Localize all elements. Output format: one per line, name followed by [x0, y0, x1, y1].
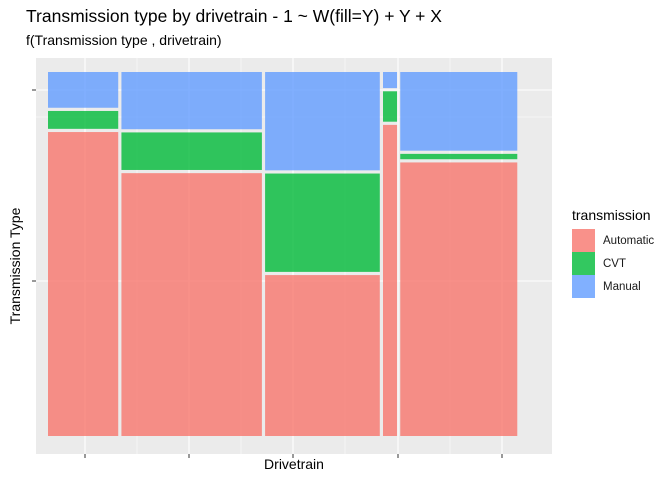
mosaic-tile-cvt — [121, 132, 262, 170]
mosaic-tile-automatic — [265, 275, 380, 436]
legend-label: CVT — [603, 257, 626, 270]
mosaic-tile-automatic — [383, 124, 398, 436]
y-axis-label: Transmission Type — [7, 207, 23, 325]
chart-subtitle: f(Transmission type , drivetrain) — [26, 32, 222, 48]
mosaic-tile-cvt — [265, 173, 380, 272]
legend-title: transmission — [572, 207, 651, 223]
legend-item-manual: Manual — [572, 275, 654, 298]
mosaic-tile-cvt — [400, 153, 518, 160]
mosaic-tile-cvt — [48, 110, 119, 129]
legend: transmission Automatic CVT Manual — [572, 207, 654, 298]
mosaic-tile-manual — [121, 72, 262, 130]
legend-item-cvt: CVT — [572, 252, 654, 275]
mosaic-tiles — [48, 72, 518, 437]
chart-title: Transmission type by drivetrain - 1 ~ W(… — [26, 6, 442, 26]
mosaic-tile-manual — [400, 72, 518, 151]
mosaic-tile-cvt — [383, 91, 398, 122]
mosaic-tile-manual — [48, 72, 119, 108]
mosaic-tile-automatic — [400, 162, 518, 436]
x-axis-label: Drivetrain — [264, 456, 324, 472]
legend-label: Manual — [603, 280, 641, 293]
mosaic-tile-manual — [383, 72, 398, 89]
legend-swatch — [572, 252, 595, 275]
axis-ticks — [32, 89, 503, 458]
mosaic-tile-manual — [265, 72, 380, 171]
legend-swatch — [572, 275, 595, 298]
mosaic-tile-automatic — [48, 132, 119, 437]
legend-swatch — [572, 229, 595, 252]
legend-label: Automatic — [603, 234, 655, 247]
mosaic-tile-automatic — [121, 173, 262, 436]
legend-item-automatic: Automatic — [572, 229, 654, 252]
